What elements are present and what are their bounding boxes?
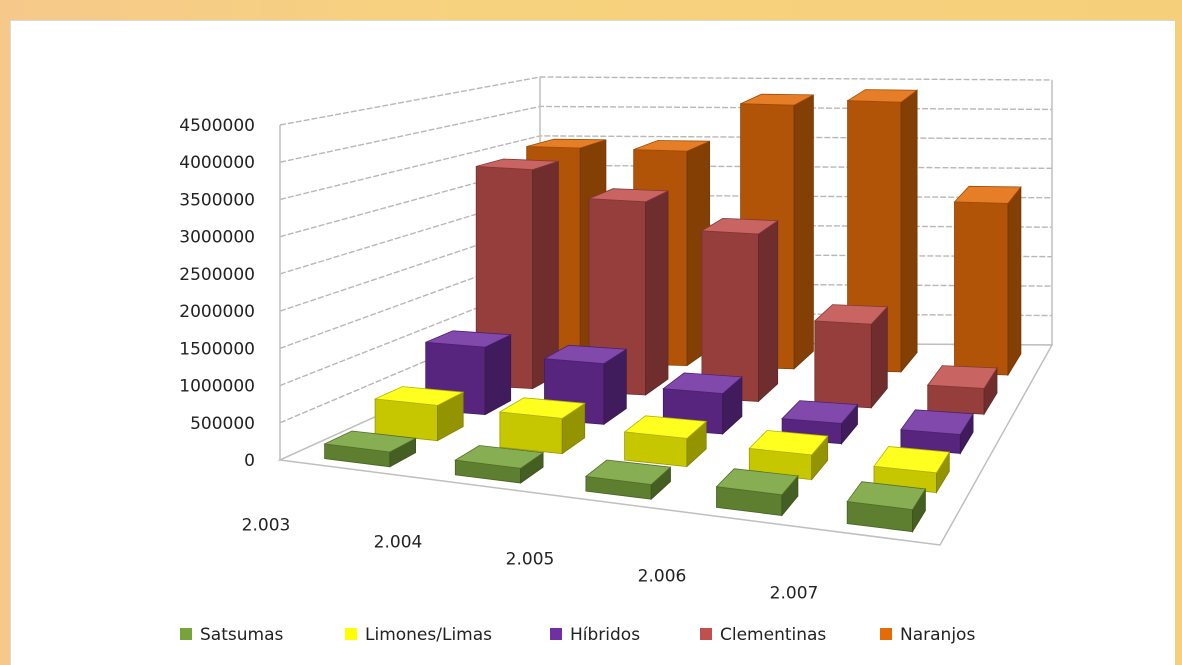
bar <box>323 430 417 468</box>
x-tick-label: 2.003 <box>242 516 291 536</box>
bar <box>873 446 950 495</box>
legend-label: Clementinas <box>720 625 826 645</box>
bar <box>623 415 708 468</box>
y-tick-label: 3000000 <box>179 228 255 248</box>
bar <box>813 304 889 409</box>
x-tick-label: 2.005 <box>506 550 555 570</box>
bar <box>846 89 919 374</box>
y-axis-ticks: 0 500000 1000000 1500000 2000000 2500000 30000… <box>179 116 255 471</box>
y-tick-label: 1000000 <box>179 377 255 397</box>
y-tick-label: 500000 <box>190 414 255 434</box>
x-tick-label: 2.007 <box>770 584 819 604</box>
legend-label: Híbridos <box>570 625 640 645</box>
legend-item: Limones/Limas <box>345 625 492 645</box>
y-tick-label: 1500000 <box>179 339 255 359</box>
y-tick-label: 4000000 <box>179 153 255 173</box>
gridline <box>279 76 1053 126</box>
legend-label: Satsumas <box>200 625 283 645</box>
legend-swatch <box>345 628 357 640</box>
x-axis-ticks: 2.003 2.004 2.005 2.006 2.007 <box>242 516 819 604</box>
y-tick-label: 0 <box>244 451 255 471</box>
y-tick-label: 2500000 <box>179 265 255 285</box>
bar <box>900 409 974 455</box>
legend-swatch <box>180 628 192 640</box>
bar <box>700 217 779 403</box>
legend-item: Híbridos <box>550 625 640 645</box>
legend-label: Naranjos <box>900 625 975 645</box>
bar <box>584 459 672 501</box>
bar <box>454 445 545 484</box>
bar <box>498 397 586 455</box>
legend-swatch <box>550 628 562 640</box>
legend-swatch <box>700 628 712 640</box>
legend-item: Naranjos <box>880 625 975 645</box>
legend-item: Satsumas <box>180 625 283 645</box>
y-tick-label: 2000000 <box>179 302 255 322</box>
bars <box>323 89 1022 534</box>
bar <box>926 365 998 416</box>
bar <box>588 188 669 396</box>
y-tick-label: 4500000 <box>179 116 255 136</box>
legend-label: Limones/Limas <box>365 625 492 645</box>
y-tick-label: 3500000 <box>179 190 255 210</box>
legend-swatch <box>880 628 892 640</box>
legend: Satsumas Limones/Limas Híbridos Clementinas… <box>180 625 975 645</box>
x-tick-label: 2.004 <box>374 533 423 553</box>
bar <box>715 468 799 517</box>
legend-item: Clementinas <box>700 625 826 645</box>
bar <box>846 481 927 534</box>
x-tick-label: 2.006 <box>638 567 687 587</box>
bar <box>373 386 465 442</box>
bar <box>953 185 1022 377</box>
